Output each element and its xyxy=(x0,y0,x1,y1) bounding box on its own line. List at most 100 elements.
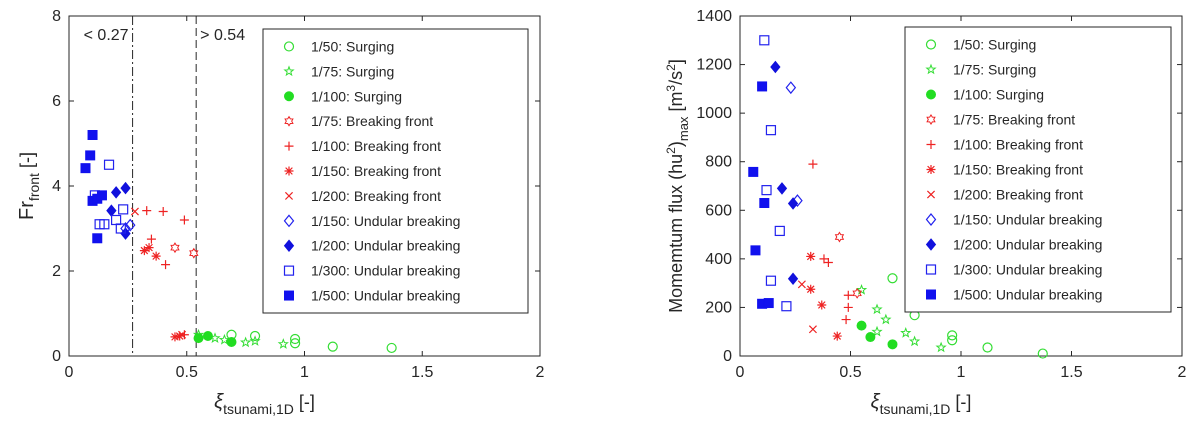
legend-label: 1/150: Undular breaking xyxy=(953,212,1102,228)
legend-marker xyxy=(283,239,295,253)
x-tick-label: 1.5 xyxy=(1060,364,1082,381)
data-point xyxy=(386,342,397,354)
data-point xyxy=(982,342,993,353)
y-axis-label: Momemtum flux (hu2)max [m3/s2] xyxy=(664,59,691,313)
x-tick-label: 0.5 xyxy=(176,364,198,381)
data-point xyxy=(120,227,131,240)
data-point xyxy=(761,185,772,196)
data-point xyxy=(289,333,301,345)
legend-label: 1/100: Breaking front xyxy=(311,138,441,154)
data-point xyxy=(806,284,816,294)
data-point xyxy=(841,315,851,325)
data-point xyxy=(900,327,912,338)
data-point xyxy=(781,301,792,312)
y-tick-label: 400 xyxy=(705,251,732,268)
series-7 xyxy=(797,280,817,334)
y-tick-label: 200 xyxy=(705,299,732,316)
data-point xyxy=(770,60,781,74)
data-point xyxy=(142,206,152,216)
data-point xyxy=(787,197,799,210)
data-point xyxy=(765,125,777,136)
legend-marker xyxy=(926,140,936,149)
legend-marker xyxy=(283,65,295,77)
data-point xyxy=(750,245,761,256)
data-point xyxy=(85,150,96,161)
right-chart-panel: 0 0.5 1 1.5 2 0 200 400 600 800 1000 1200 1400 1/50: … xyxy=(664,8,1187,417)
legend-label: 1/50: Surging xyxy=(311,38,394,54)
legend: 1/50: Surging 1/75: Surging 1/100: Surging… xyxy=(904,26,1172,313)
data-point xyxy=(99,219,110,230)
legend-marker xyxy=(925,264,937,275)
legend-marker xyxy=(284,141,294,151)
legend-marker xyxy=(926,165,936,174)
series-3 xyxy=(193,331,237,347)
data-point xyxy=(935,341,947,353)
x-tick-label: 0 xyxy=(736,364,745,381)
legend-marker xyxy=(283,41,295,52)
series-4 xyxy=(834,231,862,299)
data-point xyxy=(855,284,868,295)
series-8 xyxy=(785,81,803,208)
y-tick-label: 600 xyxy=(705,202,732,219)
legend-label: 1/75: Breaking front xyxy=(953,112,1075,128)
legend-label: 1/100: Breaking front xyxy=(953,137,1083,153)
data-point xyxy=(170,242,180,254)
data-point xyxy=(118,204,129,215)
y-tick-label: 0 xyxy=(52,348,61,365)
annotation-lower-threshold: < 0.27 xyxy=(84,27,129,44)
data-point xyxy=(880,313,892,325)
legend-marker xyxy=(926,114,936,125)
data-point xyxy=(178,330,187,339)
data-point xyxy=(748,166,759,177)
legend-label: 1/200: Breaking front xyxy=(311,188,441,204)
data-point xyxy=(189,247,199,259)
data-point xyxy=(871,303,883,315)
data-point xyxy=(193,333,204,344)
data-point xyxy=(808,325,817,334)
series-10 xyxy=(89,159,129,234)
legend-box xyxy=(262,28,529,314)
data-point xyxy=(843,302,853,312)
series-7 xyxy=(130,207,187,339)
legend-label: 1/200: Breaking front xyxy=(953,187,1083,203)
data-point xyxy=(908,335,921,347)
legend-label: 1/150: Undular breaking xyxy=(311,213,460,229)
legend-marker xyxy=(925,213,937,226)
legend-marker xyxy=(284,166,294,176)
data-point xyxy=(759,35,770,46)
y-axis-label: Frfront [-] xyxy=(16,152,42,220)
data-point xyxy=(765,275,777,286)
legend-marker xyxy=(283,265,295,276)
data-point xyxy=(218,333,231,345)
x-tick-label: 2 xyxy=(1178,364,1187,381)
legend: 1/50: Surging 1/75: Surging 1/100: Surging… xyxy=(262,28,529,314)
x-tick-label: 0 xyxy=(65,364,74,381)
legend-label: 1/300: Undular breaking xyxy=(311,263,460,279)
x-tick-label: 2 xyxy=(536,364,545,381)
series-5 xyxy=(142,206,189,340)
data-point xyxy=(80,163,91,174)
data-point xyxy=(124,218,136,232)
data-point xyxy=(327,341,338,352)
data-point xyxy=(115,223,126,234)
data-point xyxy=(92,233,103,244)
data-point xyxy=(832,331,842,341)
series-3 xyxy=(856,320,898,350)
data-point xyxy=(249,335,261,346)
data-point xyxy=(87,130,98,140)
data-point xyxy=(797,280,806,289)
legend-label: 1/150: Breaking front xyxy=(311,163,441,179)
y-tick-label: 2 xyxy=(52,263,61,280)
data-point xyxy=(808,159,818,169)
data-point xyxy=(759,198,770,208)
y-tick-label: 1200 xyxy=(696,57,732,74)
legend-marker xyxy=(284,91,294,102)
legend-label: 1/500: Undular breaking xyxy=(953,287,1102,303)
series-11 xyxy=(80,130,107,244)
data-point xyxy=(806,251,816,261)
data-point xyxy=(277,338,289,349)
legend-label: 1/500: Undular breaking xyxy=(311,288,460,304)
x-tick-label: 1 xyxy=(957,364,966,381)
data-point xyxy=(871,325,883,337)
